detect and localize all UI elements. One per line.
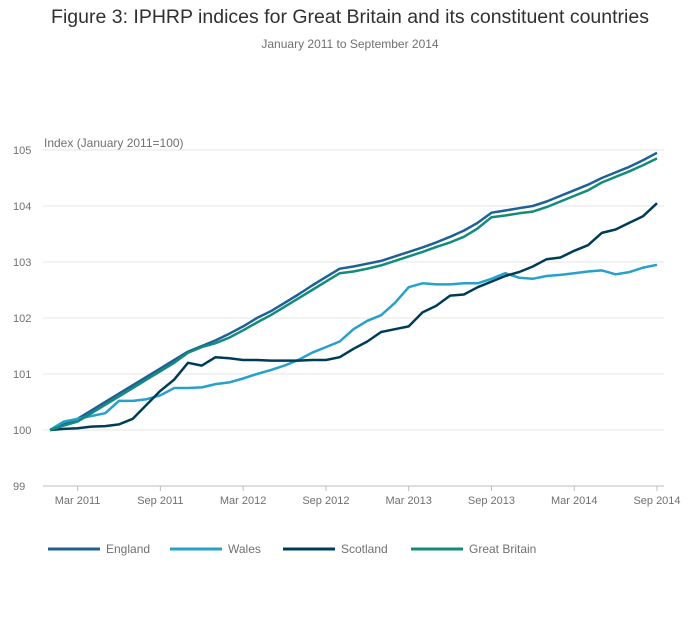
legend-item-wales[interactable]: Wales [170,542,261,556]
x-tick-label: Sep 2012 [302,495,349,507]
y-tick-label: 100 [13,425,31,437]
y-tick-label: 103 [13,257,31,269]
legend-label: England [106,542,150,556]
legend-label: Scotland [341,542,388,556]
legend-label: Great Britain [469,542,536,556]
series-line-wales [49,263,658,432]
legend[interactable]: England Wales Scotland Great Britain [48,542,536,556]
series-line-scotland [49,202,658,432]
y-tick-label: 105 [13,145,31,157]
x-tick-label: Mar 2014 [551,495,597,507]
y-axis-title: Index (January 2011=100) [44,136,184,150]
legend-item-scotland[interactable]: Scotland [283,542,388,556]
y-tick-label: 102 [13,313,31,325]
legend-item-great-britain[interactable]: Great Britain [411,542,536,556]
y-tick-label: 104 [13,201,31,213]
x-tick-label: Mar 2011 [55,495,101,507]
gridlines [43,149,664,487]
x-tick-label: Mar 2013 [385,495,431,507]
series-lines [49,151,658,432]
series-line-england [49,151,658,432]
x-tick-label: Sep 2014 [633,495,680,507]
x-tick-label: Sep 2011 [137,495,183,507]
x-tick-label: Sep 2013 [468,495,515,507]
x-axis: Mar 2011 Sep 2011 Mar 2012 Sep 2012 Mar 2013… [55,486,681,507]
chart-subtitle: January 2011 to September 2014 [261,37,439,51]
legend-item-england[interactable]: England [48,542,150,556]
y-tick-label: 101 [13,369,31,381]
chart-title: Figure 3: IPHRP indices for Great Britai… [51,6,649,28]
y-tick-label: 99 [13,481,25,493]
x-tick-label: Mar 2012 [220,495,266,507]
series-line-great-britain [49,157,658,432]
legend-label: Wales [228,542,261,556]
y-axis-ticks: 99 100 101 102 103 104 105 [13,145,31,493]
